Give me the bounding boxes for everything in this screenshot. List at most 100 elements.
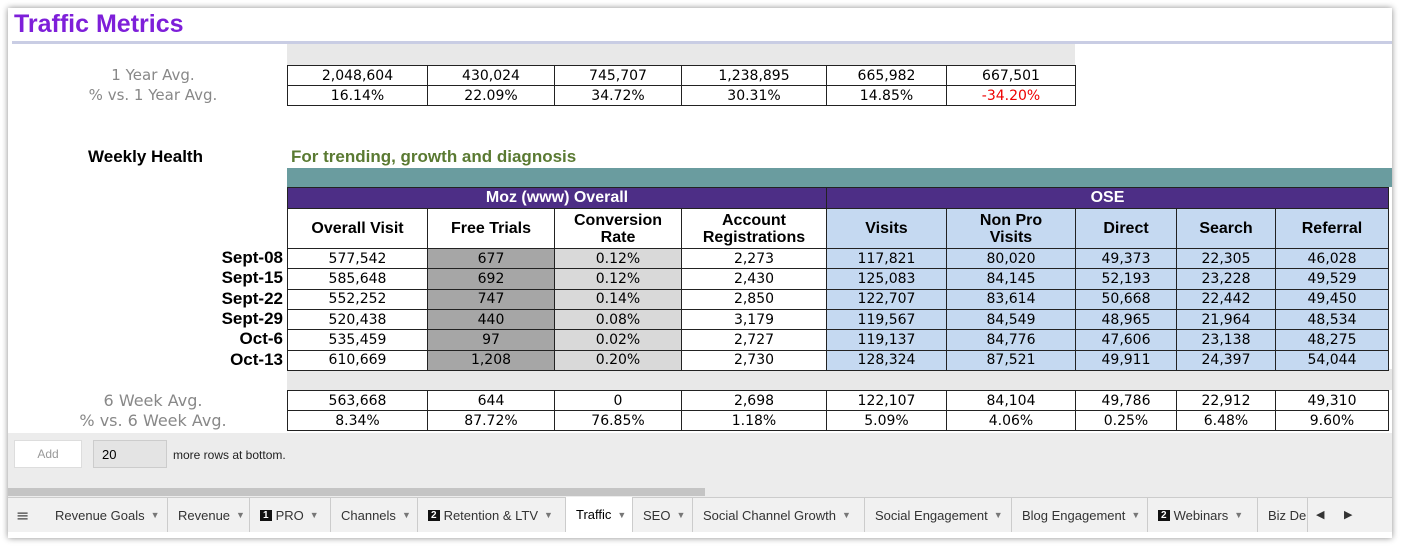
cell: 22,305 bbox=[1176, 248, 1276, 270]
cell: 0.12% bbox=[554, 248, 682, 270]
tab-bar: ≡ Revenue Goals ▼ Revenue ▼ 1 PRO ▼ Channels ▼ 2 R… bbox=[8, 497, 1392, 532]
cell: 677 bbox=[427, 248, 555, 270]
tab-menu-arrow[interactable]: ▼ bbox=[617, 509, 627, 520]
sheet-tab[interactable]: Social Channel Growth ▼ bbox=[693, 498, 865, 532]
cell: 49,911 bbox=[1075, 349, 1177, 371]
tab-scroll-arrow[interactable]: ◀ bbox=[1316, 508, 1325, 521]
cell: 125,083 bbox=[826, 268, 947, 290]
sheet-tab[interactable]: Blog Engagement ▼ bbox=[1012, 498, 1148, 532]
column-header: Search bbox=[1176, 208, 1276, 249]
tab-menu-arrow[interactable]: ▼ bbox=[1131, 510, 1141, 520]
tab-menu-arrow[interactable]: ▼ bbox=[543, 510, 553, 520]
sheet-tab[interactable]: Channels ▼ bbox=[331, 498, 418, 532]
column-header: Overall Visit bbox=[287, 208, 428, 249]
scrollbar[interactable] bbox=[8, 488, 705, 496]
add-button[interactable]: Add bbox=[14, 440, 82, 468]
tab-menu-arrow[interactable]: ▼ bbox=[1234, 510, 1244, 520]
row-label: Sept-22 bbox=[221, 288, 283, 308]
cell: 0.02% bbox=[554, 329, 682, 351]
tab-label: Revenue bbox=[178, 507, 231, 523]
cell: 22.09% bbox=[427, 85, 555, 106]
cell: 4.06% bbox=[946, 410, 1076, 431]
tab-menu-arrow[interactable]: ▼ bbox=[841, 510, 851, 520]
add-text: more rows at bottom. bbox=[173, 448, 286, 462]
cell: 2,850 bbox=[681, 288, 827, 310]
tab-menu-arrow[interactable]: ▼ bbox=[150, 510, 160, 520]
sheet-tab[interactable]: Biz De bbox=[1258, 498, 1308, 532]
title-rule bbox=[12, 41, 1392, 44]
sheet-title: Traffic Metrics bbox=[14, 10, 184, 38]
sheet-tab[interactable]: Revenue Goals ▼ bbox=[45, 498, 168, 532]
tab-badge: 1 bbox=[260, 509, 272, 521]
sheet-tab[interactable]: Revenue ▼ bbox=[168, 498, 250, 532]
cell: 0.08% bbox=[554, 308, 682, 331]
section-label: Weekly Health bbox=[88, 147, 203, 166]
section-subtitle: For trending, growth and diagnosis bbox=[291, 147, 577, 166]
sheet-tab[interactable]: 2 Webinars ▼ bbox=[1148, 498, 1258, 532]
cell: 83,614 bbox=[946, 288, 1076, 310]
cell: 48,534 bbox=[1275, 308, 1389, 331]
cell: 80,020 bbox=[946, 248, 1076, 270]
cell: 2,698 bbox=[681, 390, 827, 411]
tab-menu-arrow[interactable]: ▼ bbox=[993, 510, 1003, 520]
tab-menu-arrow[interactable]: ▼ bbox=[676, 510, 686, 520]
cell: 0.20% bbox=[554, 349, 682, 371]
cell: 119,137 bbox=[826, 329, 947, 351]
row-count-input[interactable]: 20 bbox=[93, 440, 167, 468]
row-label: Sept-08 bbox=[221, 248, 283, 267]
row-label: Sept-29 bbox=[221, 308, 283, 328]
column-header: Free Trials bbox=[427, 208, 555, 249]
row-label: % vs. 6 Week Avg. bbox=[79, 411, 227, 430]
cell: 46,028 bbox=[1275, 248, 1389, 270]
tab-menu-arrow[interactable]: ▼ bbox=[401, 510, 411, 520]
cell: 23,228 bbox=[1176, 268, 1276, 290]
sheet-tab[interactable]: Traffic ▼ bbox=[566, 497, 633, 532]
cell: 49,373 bbox=[1075, 248, 1177, 270]
tab-badge: 2 bbox=[428, 509, 440, 521]
sheet-tab[interactable]: 2 Retention & LTV ▼ bbox=[418, 498, 566, 532]
tab-label: PRO bbox=[275, 507, 304, 523]
cell: 1.18% bbox=[681, 410, 827, 431]
cell: 2,727 bbox=[681, 329, 827, 351]
cell: 535,459 bbox=[287, 329, 428, 351]
cell: 0.25% bbox=[1075, 410, 1177, 431]
tab-menu-arrow[interactable]: ▼ bbox=[236, 510, 245, 520]
row-label: Sept-15 bbox=[221, 268, 283, 288]
tab-scroll-arrow[interactable]: ▶ bbox=[1344, 508, 1353, 521]
cell: 23,138 bbox=[1176, 329, 1276, 351]
cell: 2,730 bbox=[681, 349, 827, 371]
cell: 84,104 bbox=[946, 390, 1076, 411]
tab-label: Traffic bbox=[576, 507, 612, 522]
cell: 1,238,895 bbox=[681, 65, 827, 86]
cell: 2,430 bbox=[681, 268, 827, 290]
cell: 87.72% bbox=[427, 410, 555, 431]
cell: 563,668 bbox=[287, 390, 428, 411]
cell: 430,024 bbox=[427, 65, 555, 86]
cell: 84,549 bbox=[946, 308, 1076, 331]
band bbox=[287, 44, 1075, 65]
cell: 0.14% bbox=[554, 288, 682, 310]
cell: 440 bbox=[427, 308, 555, 331]
tab-menu-arrow[interactable]: ▼ bbox=[309, 510, 319, 520]
menu-icon[interactable]: ≡ bbox=[16, 506, 30, 525]
cell: 128,324 bbox=[826, 349, 947, 371]
cell: 49,450 bbox=[1275, 288, 1389, 310]
cell: 22,442 bbox=[1176, 288, 1276, 310]
cell: 49,310 bbox=[1275, 390, 1389, 411]
cell: 747 bbox=[427, 288, 555, 310]
cell: 665,982 bbox=[826, 65, 947, 86]
sheet-tab[interactable]: SEO ▼ bbox=[633, 498, 693, 532]
cell: 9.60% bbox=[1275, 410, 1389, 431]
band bbox=[287, 369, 1392, 390]
sheet-tab[interactable]: Social Engagement ▼ bbox=[865, 498, 1012, 532]
sheet-tab[interactable]: 1 PRO ▼ bbox=[250, 498, 331, 532]
cell: -34.20% bbox=[946, 85, 1076, 106]
row-label: 6 Week Avg. bbox=[103, 391, 203, 410]
cell: 2,048,604 bbox=[287, 65, 428, 86]
column-header: Direct bbox=[1075, 208, 1177, 249]
cell: 577,542 bbox=[287, 248, 428, 270]
tab-label: Blog Engagement bbox=[1022, 507, 1126, 523]
cell: 47,606 bbox=[1075, 329, 1177, 351]
cell: 610,669 bbox=[287, 349, 428, 371]
column-header: Referral bbox=[1275, 208, 1389, 249]
